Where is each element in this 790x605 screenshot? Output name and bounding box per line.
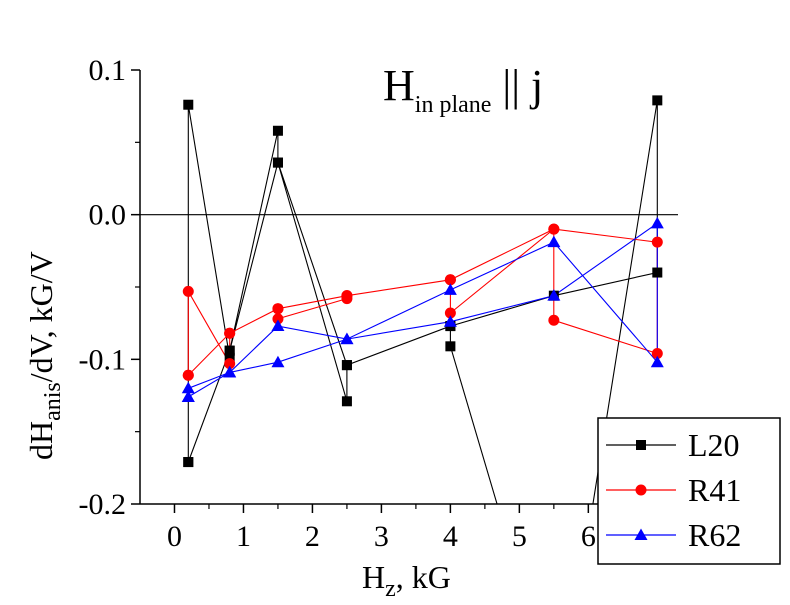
data-point-r62 bbox=[650, 216, 664, 229]
data-point-r62 bbox=[181, 381, 195, 394]
ylabel-rest: /dV, kG/V bbox=[23, 251, 59, 382]
data-point-r62 bbox=[547, 235, 561, 248]
series-group bbox=[187, 100, 658, 504]
data-point-r62 bbox=[650, 355, 664, 368]
x-tick-label: 6 bbox=[581, 520, 596, 553]
title-main: H bbox=[383, 61, 415, 110]
data-point-l20 bbox=[341, 360, 352, 371]
data-point-r41 bbox=[548, 314, 560, 326]
data-point-l20 bbox=[652, 95, 663, 106]
data-point-r41 bbox=[548, 223, 560, 235]
x-tick-label: 3 bbox=[374, 520, 389, 553]
data-point-r62 bbox=[223, 365, 237, 378]
ylabel-sub: anis bbox=[40, 382, 66, 421]
series-line-l20 bbox=[187, 100, 658, 504]
x-tick-label: 5 bbox=[512, 520, 527, 553]
ylabel-pre: dH bbox=[23, 421, 59, 460]
data-point-r41 bbox=[224, 358, 236, 370]
data-point-l20 bbox=[445, 341, 456, 352]
data-point-l20 bbox=[652, 267, 663, 278]
data-point-r62 bbox=[547, 289, 561, 301]
x-axis-label: Hz, kG bbox=[362, 559, 451, 602]
series-line-r62 bbox=[187, 222, 658, 398]
data-point-l20 bbox=[224, 352, 235, 363]
legend-marker-r62 bbox=[634, 528, 648, 540]
legend-marker-l20 bbox=[636, 440, 646, 450]
data-point-r41 bbox=[182, 369, 194, 381]
data-point-r41 bbox=[182, 285, 194, 297]
title-sub: in plane bbox=[415, 92, 492, 118]
series-line-r41 bbox=[187, 227, 658, 376]
data-point-r62 bbox=[443, 315, 457, 327]
y-tick-label: 0.1 bbox=[89, 54, 127, 87]
legend-label-r41: R41 bbox=[688, 472, 741, 508]
y-tick-label: -0.2 bbox=[79, 488, 127, 521]
marker-group bbox=[181, 95, 664, 468]
x-ticks: 0 1 2 3 4 5 6 bbox=[167, 504, 624, 553]
legend-box bbox=[597, 417, 781, 565]
data-point-r62 bbox=[340, 332, 354, 345]
data-point-r41 bbox=[272, 313, 284, 325]
data-point-r41 bbox=[651, 236, 663, 248]
data-point-r41 bbox=[224, 327, 236, 339]
data-point-r41 bbox=[651, 348, 663, 360]
data-point-r41 bbox=[444, 307, 456, 319]
xlabel-main: H bbox=[362, 559, 385, 595]
xlabel-rest: , kG bbox=[396, 559, 451, 595]
y-ticks: 0.1 0.0 -0.1 -0.2 bbox=[79, 54, 140, 521]
data-point-r41 bbox=[272, 303, 284, 315]
data-point-l20 bbox=[272, 157, 283, 168]
data-point-r62 bbox=[181, 390, 195, 402]
x-tick-label: 0 bbox=[167, 520, 182, 553]
y-tick-label: -0.1 bbox=[79, 343, 127, 376]
xlabel-sub: z bbox=[385, 576, 396, 602]
data-point-l20 bbox=[272, 125, 283, 136]
legend-label-r62: R62 bbox=[688, 517, 741, 553]
data-point-r62 bbox=[271, 319, 285, 332]
data-point-l20 bbox=[183, 457, 194, 468]
x-tick-label: 4 bbox=[443, 520, 458, 553]
y-tick-label: 0.0 bbox=[89, 199, 127, 232]
legend: L20 R41 R62 bbox=[597, 417, 781, 565]
chart-title: Hin plane || j bbox=[383, 61, 543, 118]
data-point-r62 bbox=[271, 355, 285, 368]
data-point-r41 bbox=[341, 290, 353, 302]
x-tick-label: 1 bbox=[236, 520, 251, 553]
y-axis-label: dHanis/dV, kG/V bbox=[23, 251, 66, 460]
title-rest: || j bbox=[491, 61, 543, 110]
data-point-r41 bbox=[444, 274, 456, 286]
legend-marker-r41 bbox=[635, 484, 647, 496]
data-point-l20 bbox=[224, 345, 235, 356]
data-point-l20 bbox=[341, 396, 352, 407]
legend-label-l20: L20 bbox=[688, 427, 740, 463]
data-point-r62 bbox=[443, 283, 457, 295]
data-point-l20 bbox=[183, 99, 194, 110]
x-tick-label: 2 bbox=[305, 520, 320, 553]
